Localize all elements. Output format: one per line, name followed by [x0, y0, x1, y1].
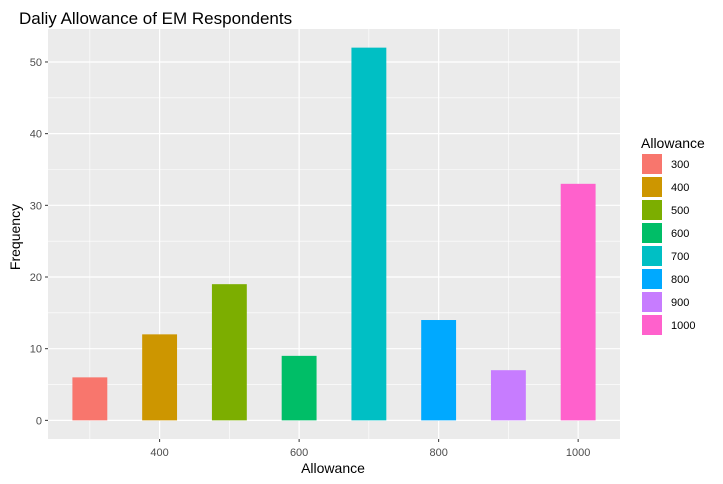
bar-700 — [351, 47, 387, 421]
legend-key-500 — [642, 200, 662, 220]
legend-key-700 — [642, 246, 662, 266]
legend-label-800: 800 — [671, 274, 689, 286]
legend-label-1000: 1000 — [671, 320, 695, 332]
legend-label-300: 300 — [671, 159, 689, 171]
legend-key-300 — [642, 154, 662, 174]
y-tick-label: 0 — [36, 415, 42, 427]
bar-900 — [490, 370, 526, 421]
bar-300 — [72, 377, 108, 421]
legend-key-800 — [642, 269, 662, 289]
legend-title: Allowance — [641, 135, 705, 151]
bar-500 — [211, 284, 247, 421]
bar-600 — [281, 355, 317, 421]
legend: Allowance 300 400 500 600 700 800 900 1000 — [641, 135, 705, 335]
x-tick-label: 1000 — [566, 447, 590, 459]
y-tick-label: 30 — [30, 200, 42, 212]
chart-title: Daliy Allowance of EM Respondents — [19, 9, 292, 28]
plot-panel — [48, 29, 620, 439]
legend-key-400 — [642, 177, 662, 197]
x-axis-title: Allowance — [301, 460, 365, 476]
legend-key-900 — [642, 292, 662, 312]
y-tick-label: 40 — [30, 129, 42, 141]
bar-800 — [421, 320, 457, 421]
y-tick-label: 20 — [30, 272, 42, 284]
y-tick-label: 50 — [30, 57, 42, 69]
legend-key-1000 — [642, 315, 662, 335]
y-tick-label: 10 — [30, 344, 42, 356]
x-tick-label: 400 — [150, 447, 168, 459]
bar-400 — [142, 334, 178, 421]
legend-label-900: 900 — [671, 297, 689, 309]
legend-label-700: 700 — [671, 251, 689, 263]
bars — [72, 47, 596, 421]
legend-key-600 — [642, 223, 662, 243]
legend-label-600: 600 — [671, 228, 689, 240]
x-axis: 400 600 800 1000 — [150, 439, 590, 459]
y-axis-title: Frequency — [7, 204, 23, 270]
bar-1000 — [560, 183, 596, 421]
legend-label-400: 400 — [671, 182, 689, 194]
y-axis: 0 10 20 30 40 50 — [30, 57, 48, 427]
legend-label-500: 500 — [671, 205, 689, 217]
x-tick-label: 600 — [290, 447, 308, 459]
x-tick-label: 800 — [429, 447, 447, 459]
